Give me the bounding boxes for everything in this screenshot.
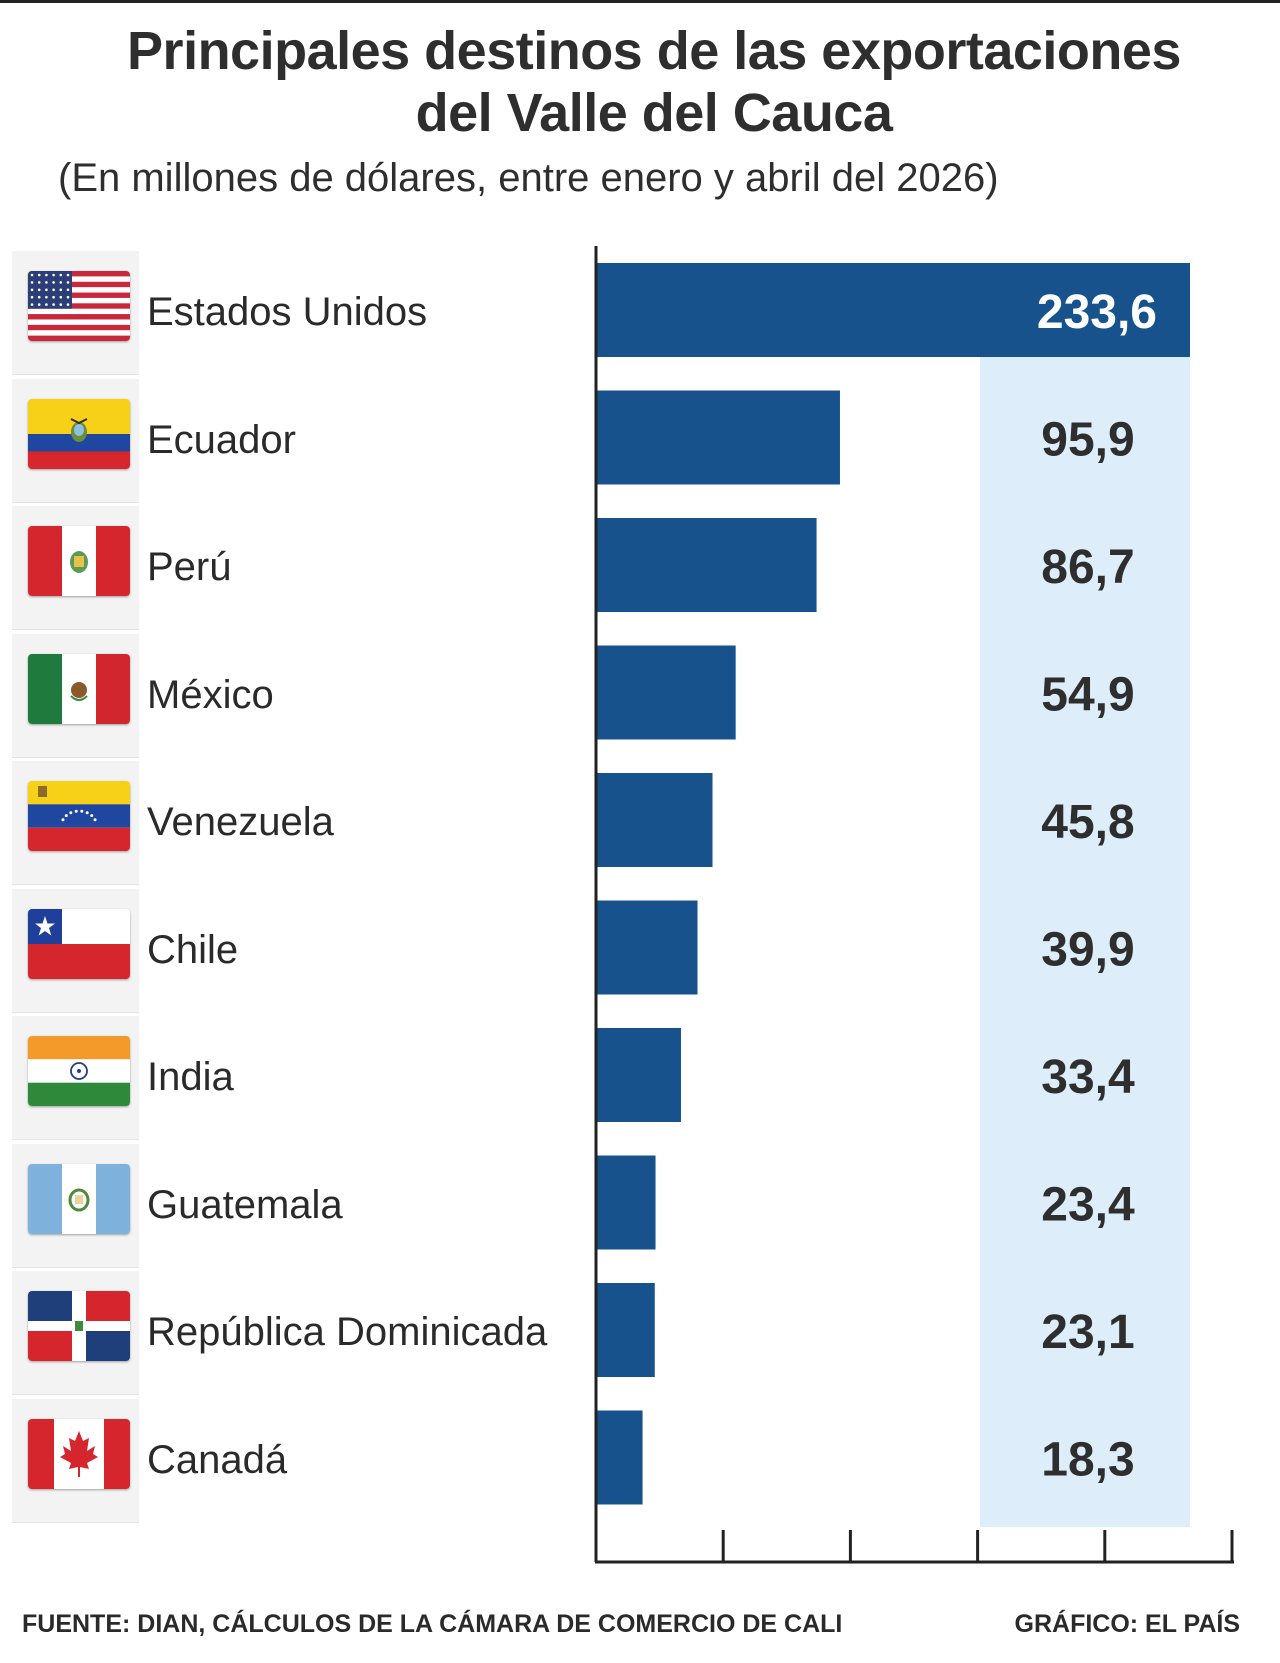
bar [596, 1155, 656, 1250]
flag-dominican-republic-icon [28, 1291, 130, 1361]
bar [596, 518, 817, 612]
graphic-credit: GRÁFICO: EL PAÍS [1014, 1610, 1240, 1638]
flag-india-icon [28, 1036, 130, 1106]
bar [596, 1410, 643, 1505]
country-label: Estados Unidos [147, 290, 428, 334]
flag-peru-icon [28, 526, 130, 596]
country-label: Chile [147, 927, 239, 972]
flag-guatemala-icon [28, 1163, 130, 1234]
flag-mexico-icon [28, 653, 130, 724]
flag-chile-icon [28, 908, 130, 979]
chart-title-line2: del Valle del Cauca [415, 83, 893, 143]
bar [596, 263, 1190, 357]
flag-usa-icon [28, 271, 130, 341]
source-note: FUENTE: DIAN, CÁLCULOS DE LA CÁMARA DE C… [22, 1610, 843, 1638]
country-label: República Dominicada [147, 1310, 548, 1354]
value-label: 23,4 [1041, 1179, 1135, 1232]
country-label: Guatemala [147, 1182, 343, 1227]
value-label: 95,9 [1041, 414, 1134, 467]
flag-venezuela-icon [28, 781, 130, 851]
bar [596, 1028, 681, 1122]
value-label: 233,6 [1037, 286, 1157, 339]
bar [596, 773, 713, 867]
chart-title-line1: Principales destinos de las exportacione… [127, 21, 1181, 81]
bar [596, 900, 698, 995]
bar [596, 645, 736, 740]
value-label: 23,1 [1041, 1306, 1134, 1359]
value-label: 45,8 [1041, 796, 1134, 849]
country-label: Perú [147, 545, 232, 589]
chart-subtitle: (En millones de dólares, entre enero y a… [58, 156, 999, 200]
value-label: 39,9 [1041, 924, 1134, 977]
flag-canada-icon [28, 1418, 130, 1489]
bar [596, 1283, 655, 1377]
country-label: Canadá [147, 1437, 288, 1482]
bar [596, 390, 840, 485]
value-label: 86,7 [1041, 541, 1134, 594]
value-label: 18,3 [1041, 1434, 1134, 1487]
value-panel [980, 263, 1190, 1527]
country-label: Venezuela [147, 800, 334, 844]
value-label: 33,4 [1041, 1051, 1135, 1104]
country-label: México [147, 672, 274, 717]
flag-ecuador-icon [28, 398, 130, 469]
top-rule [0, 0, 1280, 3]
country-label: Ecuador [147, 417, 296, 462]
country-label: India [147, 1055, 234, 1099]
value-label: 54,9 [1041, 669, 1134, 722]
